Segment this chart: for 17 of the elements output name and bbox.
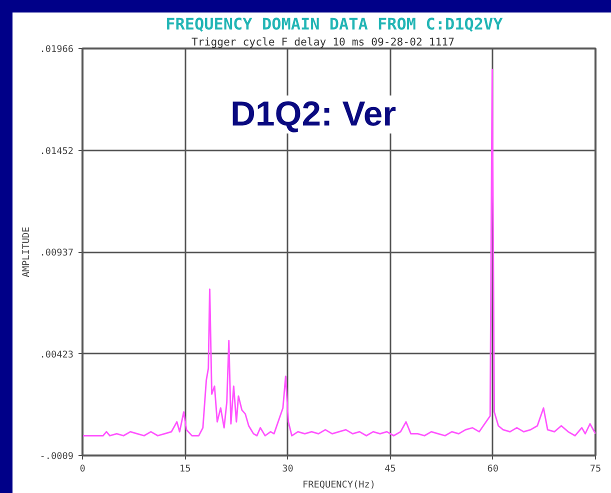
y-tick-label: .00423 xyxy=(40,349,74,360)
x-tick-label: 75 xyxy=(590,464,602,474)
x-tick-label: 60 xyxy=(487,464,499,474)
x-tick-label: 0 xyxy=(80,464,86,474)
y-tick-label: -.0009 xyxy=(40,451,74,462)
x-axis-title: FREQUENCY(Hz) xyxy=(302,480,376,490)
chart-subtitle: Trigger cycle F delay 10 ms 09-28-02 1117 xyxy=(191,36,454,48)
chart-title: FREQUENCY DOMAIN DATA FROM C:D1Q2VY xyxy=(166,14,504,34)
y-tick-label: .00937 xyxy=(40,248,74,259)
x-tick-label: 15 xyxy=(179,464,191,474)
x-tick-label: 45 xyxy=(384,464,396,474)
y-tick-label: .01966 xyxy=(40,44,74,55)
y-tick-label: .01452 xyxy=(40,146,74,157)
x-tick-label: 30 xyxy=(282,464,294,474)
y-axis-title: AMPLITUDE xyxy=(20,226,32,278)
annotation: D1Q2: Ver xyxy=(230,96,396,134)
line-series xyxy=(82,68,596,436)
